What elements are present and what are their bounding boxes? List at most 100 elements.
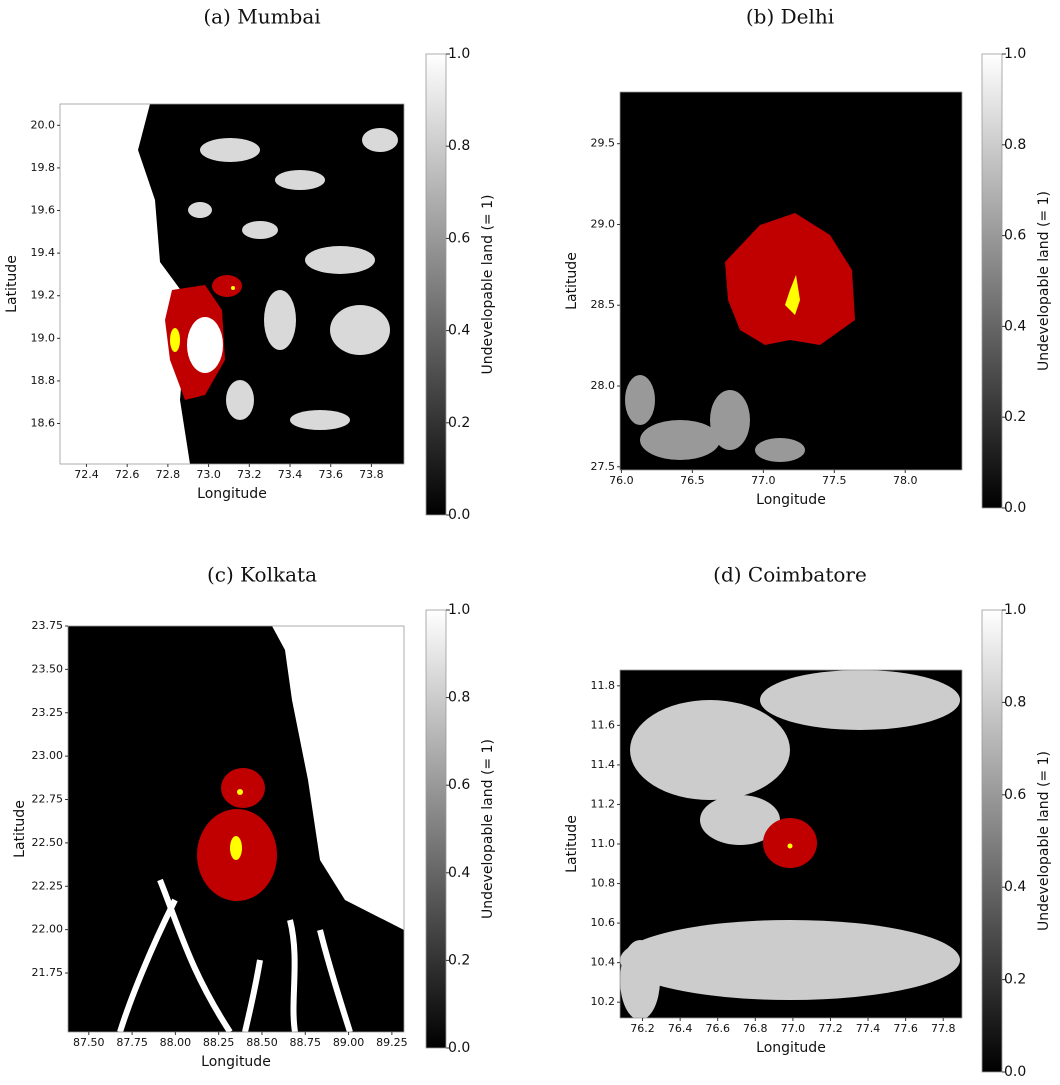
y-tick-label: 22.00 [32,923,64,936]
y-tick-label: 11.8 [591,679,616,692]
y-axis-label: Latitude [564,252,580,310]
colorbar [981,53,1003,509]
colorbar-tick-label: 0.8 [1004,137,1026,153]
y-tick-label: 18.6 [31,417,56,430]
raster-b [620,92,962,470]
x-axis-label: Longitude [756,492,826,508]
colorbar [981,609,1003,1073]
x-tick-label: 88.75 [290,1036,322,1049]
axes-frame [619,91,963,471]
colorbar-tick-label: 0.6 [1004,787,1026,803]
colorbar-tick-label: 0.6 [448,777,470,793]
y-tick-label: 29.0 [591,217,616,230]
colorbar-label: Undevelopable land (= 1) [1036,751,1052,931]
colorbar [425,609,447,1049]
x-tick-label: 76.0 [609,474,634,487]
y-tick-label: 19.2 [31,289,56,302]
y-tick-label: 28.5 [591,298,616,311]
y-tick-label: 11.6 [591,718,616,731]
y-tick-label: 20.0 [31,118,56,131]
x-tick-label: 87.75 [116,1036,148,1049]
y-tick-label: 23.25 [32,706,64,719]
x-tick-label: 77.6 [893,1022,918,1035]
colorbar-tick-label: 0.4 [448,323,470,339]
x-tick-label: 76.6 [705,1022,730,1035]
x-tick-label: 77.2 [818,1022,843,1035]
y-tick-label: 23.75 [32,619,64,632]
y-axis-label: Latitude [12,800,28,858]
colorbar-tick-label: 0.2 [448,952,470,968]
raster-a [60,104,404,464]
colorbar-tick-label: 0.2 [1004,972,1026,988]
x-tick-label: 76.5 [680,474,705,487]
colorbar-tick-label: 0.4 [1004,879,1026,895]
x-tick-label: 77.5 [822,474,847,487]
x-tick-label: 76.4 [668,1022,693,1035]
y-tick-label: 22.25 [32,879,64,892]
y-tick-label: 10.2 [591,995,616,1008]
panel-title: (a) Mumbai [203,5,320,29]
y-tick-label: 11.0 [591,837,616,850]
colorbar-tick-label: 0.8 [448,690,470,706]
x-tick-label: 87.50 [73,1036,105,1049]
y-axis-label: Latitude [4,255,20,313]
colorbar-tick-label: 0.8 [1004,694,1026,710]
colorbar-label: Undevelopable land (= 1) [480,195,496,375]
y-tick-label: 10.6 [591,916,616,929]
axes-frame [59,103,405,465]
y-tick-label: 10.8 [591,877,616,890]
x-tick-label: 77.0 [751,474,776,487]
x-tick-label: 89.00 [333,1036,365,1049]
x-tick-label: 88.25 [203,1036,235,1049]
x-tick-label: 77.8 [931,1022,956,1035]
x-tick-label: 73.0 [196,468,221,481]
colorbar-tick-label: 0.4 [1004,318,1026,334]
colorbar-label: Undevelopable land (= 1) [1036,191,1052,371]
y-tick-label: 23.00 [32,749,64,762]
axes-frame [67,625,405,1033]
y-tick-label: 28.0 [591,379,616,392]
x-tick-label: 76.2 [630,1022,655,1035]
colorbar-tick-label: 0.0 [448,1040,470,1056]
y-tick-label: 22.75 [32,793,64,806]
x-tick-label: 73.2 [237,468,262,481]
raster-c [68,626,404,1032]
colorbar-tick-label: 0.6 [448,230,470,246]
x-tick-label: 77.4 [856,1022,881,1035]
y-tick-label: 19.8 [31,161,56,174]
x-tick-label: 72.6 [115,468,140,481]
x-tick-label: 73.6 [318,468,343,481]
y-tick-label: 11.2 [591,797,616,810]
y-tick-label: 21.75 [32,966,64,979]
colorbar-tick-label: 1.0 [1004,46,1026,62]
x-tick-label: 73.8 [359,468,384,481]
x-tick-label: 77.0 [781,1022,806,1035]
y-tick-label: 27.5 [591,460,616,473]
colorbar-tick-label: 0.4 [448,865,470,881]
colorbar-tick-label: 0.0 [1004,1064,1026,1080]
x-axis-label: Longitude [197,486,267,502]
y-tick-label: 19.6 [31,204,56,217]
y-tick-label: 29.5 [591,137,616,150]
x-tick-label: 76.8 [743,1022,768,1035]
colorbar-tick-label: 0.8 [448,138,470,154]
panel-title: (d) Coimbatore [713,563,867,587]
colorbar-label: Undevelopable land (= 1) [480,739,496,919]
x-axis-label: Longitude [201,1054,271,1070]
x-axis-label: Longitude [756,1040,826,1056]
x-tick-label: 88.00 [160,1036,192,1049]
x-tick-label: 72.4 [74,468,99,481]
y-tick-label: 19.4 [31,246,56,259]
y-tick-label: 18.8 [31,374,56,387]
x-tick-label: 88.50 [246,1036,278,1049]
colorbar-tick-label: 1.0 [448,46,470,62]
x-tick-label: 73.4 [278,468,303,481]
y-tick-label: 11.4 [591,758,616,771]
y-tick-label: 19.0 [31,331,56,344]
x-tick-label: 72.8 [156,468,181,481]
y-tick-label: 10.4 [591,956,616,969]
colorbar-tick-label: 1.0 [1004,602,1026,618]
panel-title: (c) Kolkata [207,563,317,587]
colorbar-tick-label: 0.2 [1004,409,1026,425]
y-axis-label: Latitude [564,815,580,873]
